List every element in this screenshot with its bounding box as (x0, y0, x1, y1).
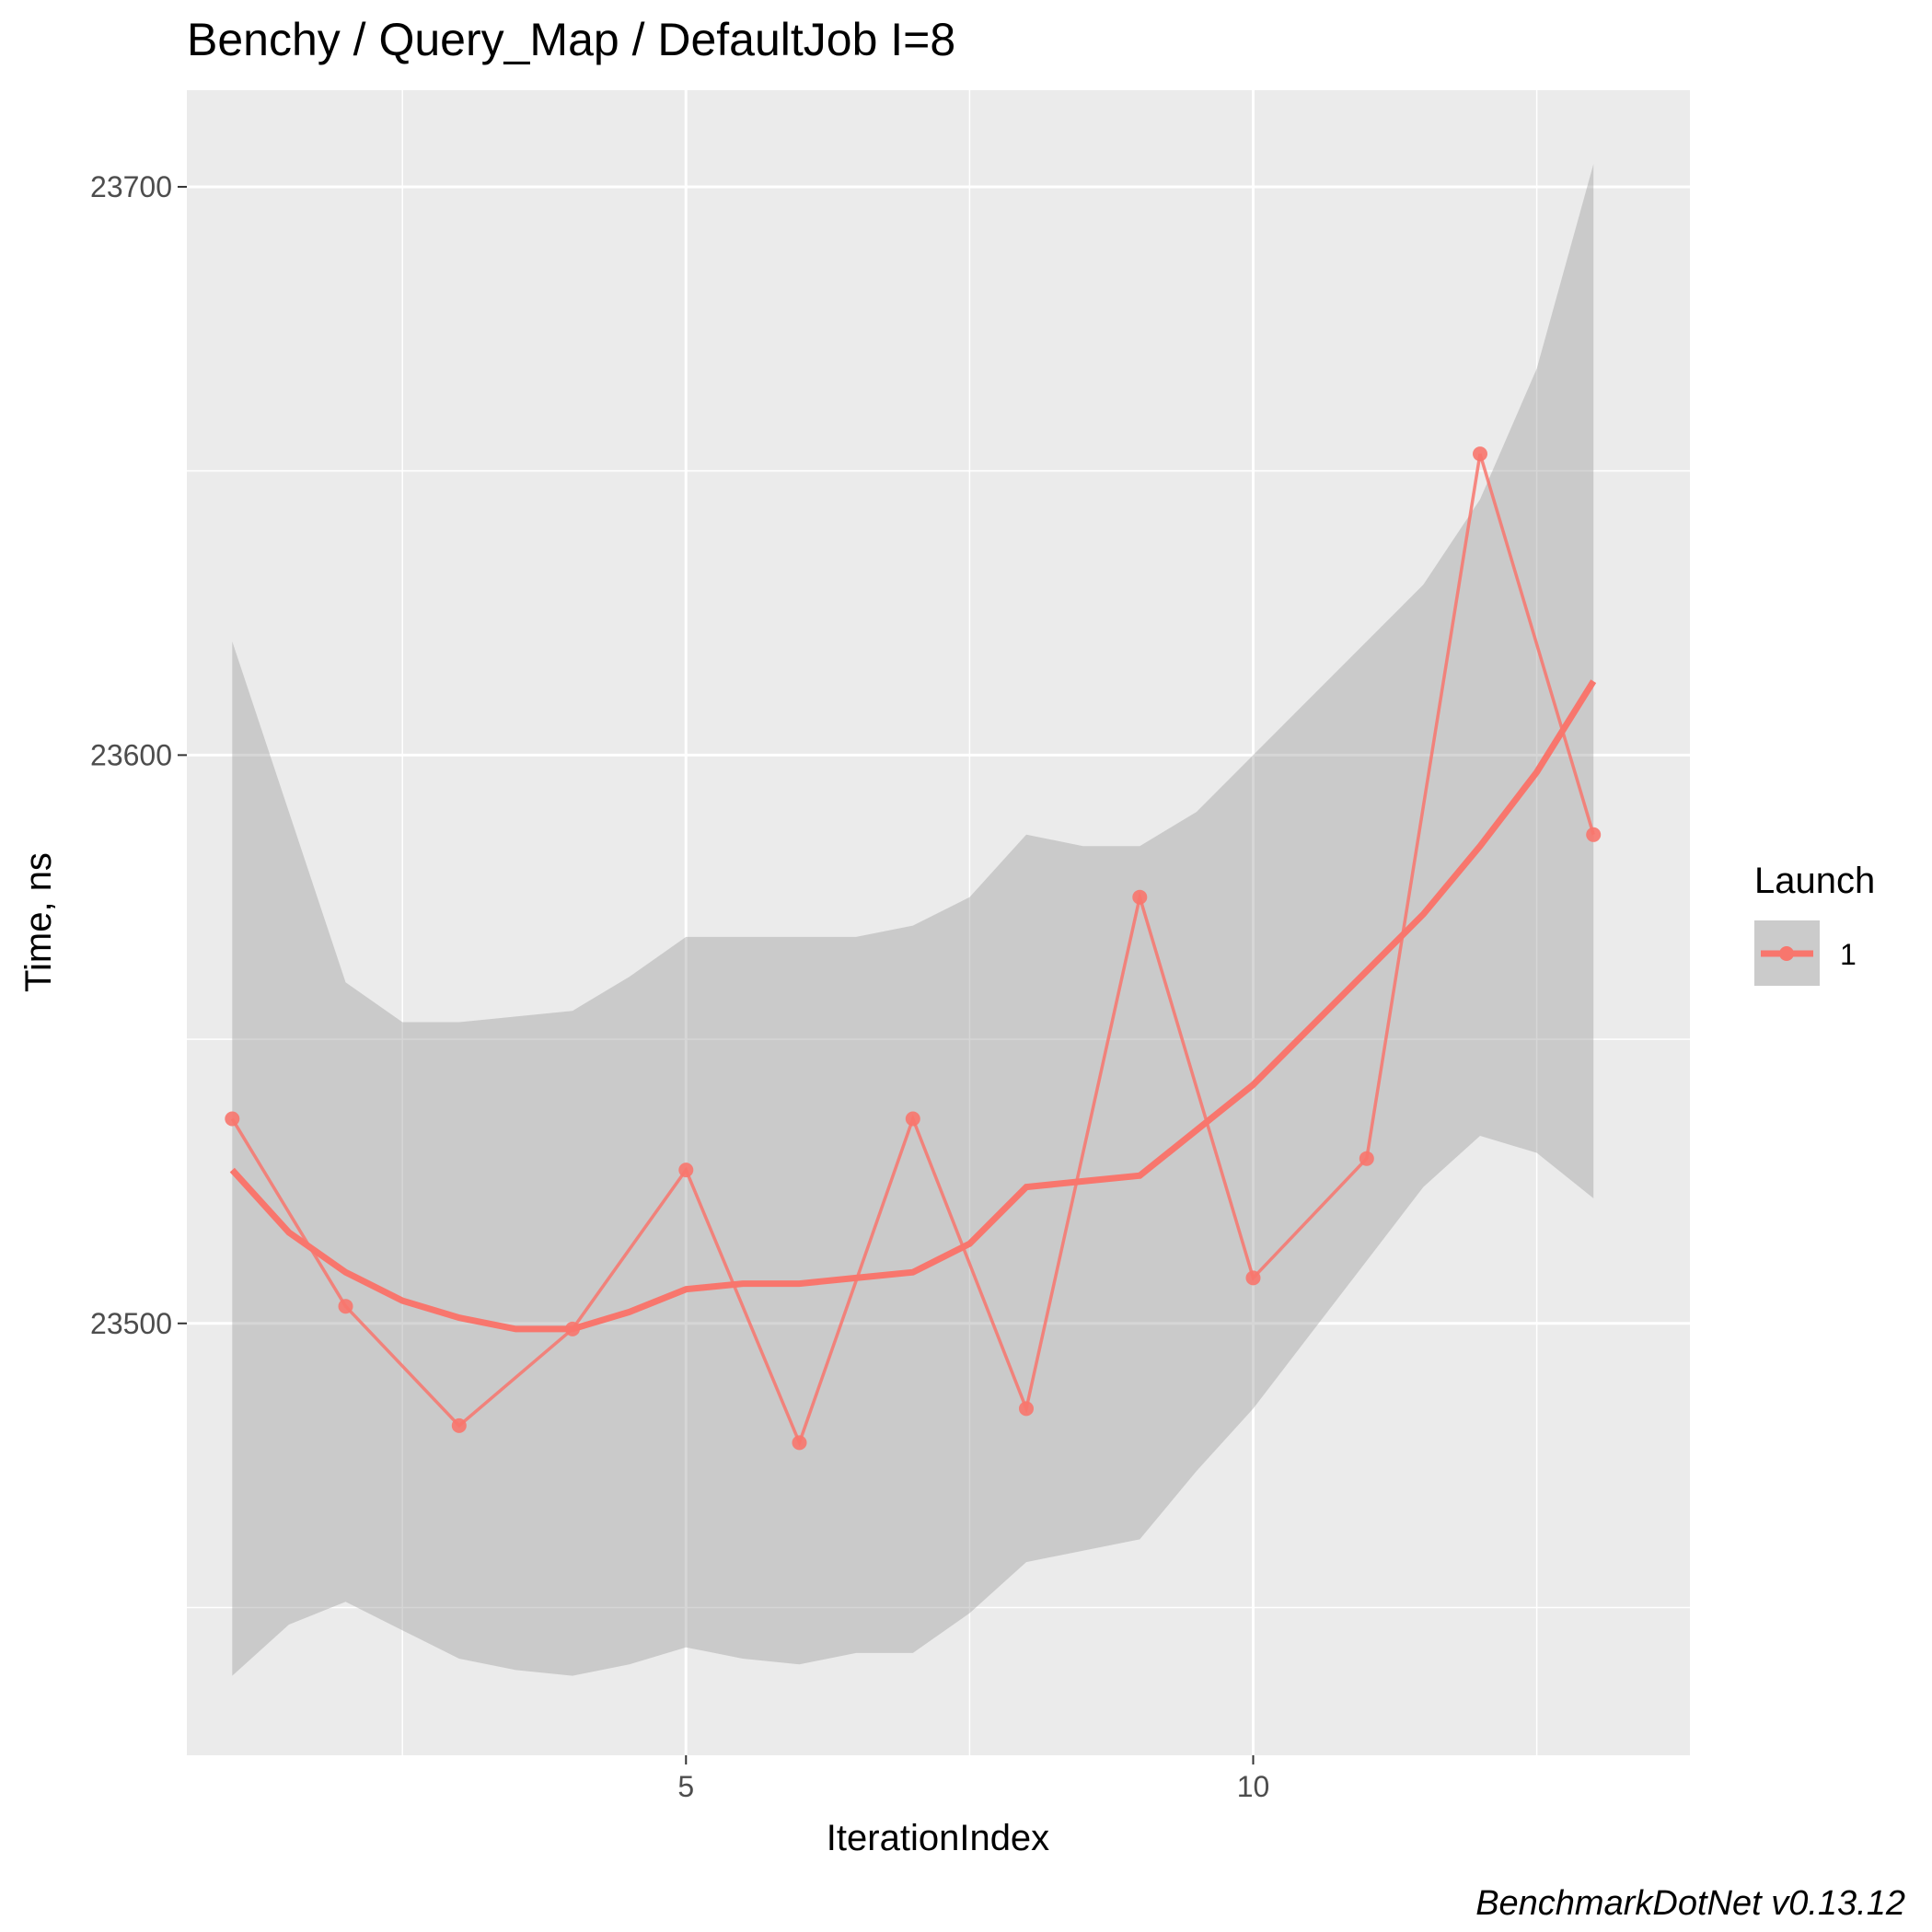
y-tick-label: 23600 (90, 738, 172, 771)
data-point (338, 1299, 353, 1314)
legend-label: 1 (1840, 938, 1857, 971)
data-point (678, 1163, 694, 1178)
data-points (225, 446, 1602, 1451)
confidence-band (232, 164, 1594, 1676)
y-axis-title: Time, ns (18, 852, 59, 992)
caption: BenchmarkDotNet v0.13.12 (1475, 1884, 1905, 1923)
x-tick-label: 5 (677, 1770, 694, 1803)
smooth-line (229, 679, 1597, 1333)
grid-major (187, 90, 1690, 1755)
chart-title: Benchy / Query_Map / DefaultJob I=8 (187, 14, 955, 65)
x-axis-title: IterationIndex (827, 1818, 1049, 1858)
grid-minor (187, 90, 1690, 1755)
legend-title: Launch (1754, 861, 1875, 901)
legend-key-point (1779, 946, 1794, 961)
y-axis-ticks: 23500 23600 23700 (90, 170, 187, 1340)
data-point (451, 1417, 467, 1433)
data-point (565, 1321, 580, 1336)
data-point (792, 1435, 807, 1451)
data-point (225, 1111, 240, 1127)
data-point (1586, 827, 1602, 842)
x-axis-ticks: 5 10 (677, 1755, 1269, 1803)
data-point (1019, 1401, 1034, 1417)
data-point (905, 1111, 920, 1127)
y-tick-label: 23700 (90, 170, 172, 203)
data-point (1245, 1270, 1261, 1286)
data-point (1359, 1151, 1374, 1166)
y-tick-label: 23500 (90, 1307, 172, 1340)
data-point (1132, 889, 1148, 905)
legend: Launch 1 (1754, 861, 1875, 986)
plot-panel (187, 90, 1690, 1755)
data-point (1473, 446, 1487, 462)
x-tick-label: 10 (1237, 1770, 1270, 1803)
